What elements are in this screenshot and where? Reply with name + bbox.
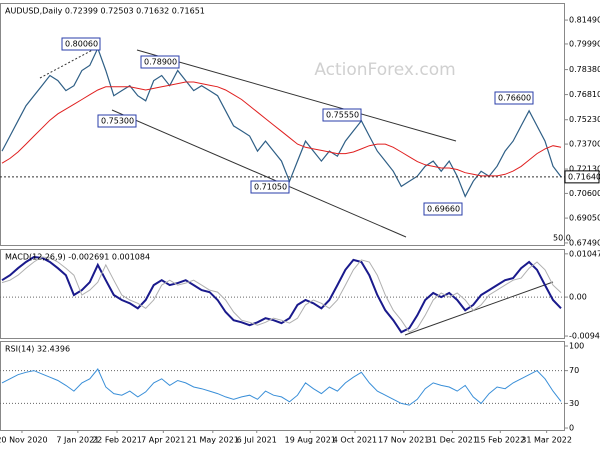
macd-trendline bbox=[404, 281, 554, 336]
series-line bbox=[1, 256, 562, 333]
panel-frame bbox=[0, 249, 565, 339]
series-line bbox=[1, 255, 562, 334]
channel-bottom bbox=[111, 109, 407, 238]
x-tick-label: 21 May 2021 bbox=[187, 436, 239, 445]
panel-title: AUDUSD,Daily 0.72399 0.72503 0.71632 0.7… bbox=[5, 7, 205, 16]
price-box bbox=[564, 170, 600, 184]
y-tick-label: 0.73700 bbox=[569, 140, 600, 149]
x-tick-label: 15 Feb 2022 bbox=[475, 436, 525, 445]
price-annotation: 0.69660 bbox=[427, 205, 460, 214]
panel-title: RSI(14) 32.4396 bbox=[5, 345, 70, 354]
pointer bbox=[39, 45, 101, 79]
price-annotation: 0.75550 bbox=[326, 111, 359, 120]
price-annotation: 0.71050 bbox=[254, 183, 287, 192]
label-box bbox=[423, 202, 463, 216]
x-tick-label: 20 Nov 2020 bbox=[0, 436, 48, 445]
y-tick-label: 0.76810 bbox=[569, 90, 600, 99]
price-annotation: 0.80060 bbox=[65, 40, 98, 49]
y-tick-label: 0.010472 bbox=[569, 249, 600, 258]
corner-label: 50.0 bbox=[553, 234, 571, 243]
y-tick-label: 70 bbox=[569, 366, 579, 375]
y-tick-label: 0.69050 bbox=[569, 214, 600, 223]
price-annotation: 0.75300 bbox=[101, 117, 134, 126]
x-tick-label: 7 Jan 2021 bbox=[56, 436, 99, 445]
label-box bbox=[97, 114, 137, 128]
x-tick-label: 31 Dec 2021 bbox=[427, 436, 478, 445]
series-line bbox=[1, 368, 562, 406]
y-tick-label: 0.78380 bbox=[569, 65, 600, 74]
price-annotation: 0.76600 bbox=[498, 94, 531, 103]
label-box bbox=[494, 91, 534, 105]
x-tick-label: 6 Jul 2021 bbox=[237, 436, 277, 445]
label-box bbox=[322, 108, 362, 122]
y-tick-label: 0.81490 bbox=[569, 16, 600, 25]
panel-title: MACD(12,26,9) -0.002691 0.001084 bbox=[5, 253, 150, 262]
x-tick-label: 31 Mar 2022 bbox=[521, 436, 572, 445]
series-line bbox=[1, 46, 562, 198]
x-tick-label: 17 Nov 2021 bbox=[378, 436, 429, 445]
x-tick-label: 7 Apr 2021 bbox=[141, 436, 185, 445]
label-box bbox=[250, 180, 290, 194]
y-tick-label: 0.72130 bbox=[569, 165, 600, 174]
watermark: ActionForex.com bbox=[314, 60, 455, 80]
y-tick-label: 0.75230 bbox=[569, 115, 600, 124]
label-box bbox=[61, 37, 101, 51]
y-tick-label: 0 bbox=[569, 424, 574, 433]
x-tick-label: 19 Aug 2021 bbox=[285, 436, 336, 445]
series-line bbox=[1, 81, 562, 177]
y-tick-label: 0.67490 bbox=[569, 238, 600, 247]
panel-frame bbox=[0, 341, 565, 431]
y-tick-label: 100 bbox=[569, 342, 584, 351]
y-tick-label: 0.70600 bbox=[569, 189, 600, 198]
y-tick-label: 30 bbox=[569, 399, 579, 408]
channel-top bbox=[136, 49, 457, 142]
price-label: 0.71640 bbox=[568, 172, 600, 181]
y-tick-label: -0.009426 bbox=[569, 332, 600, 341]
panel-frame bbox=[0, 3, 565, 246]
y-tick-label: 0.00 bbox=[569, 293, 587, 302]
label-box bbox=[140, 55, 180, 69]
price-annotation: 0.78900 bbox=[144, 58, 177, 67]
x-tick-label: 4 Oct 2021 bbox=[333, 436, 377, 445]
x-tick-label: 22 Feb 2021 bbox=[92, 436, 142, 445]
y-tick-label: 0.79990 bbox=[569, 39, 600, 48]
